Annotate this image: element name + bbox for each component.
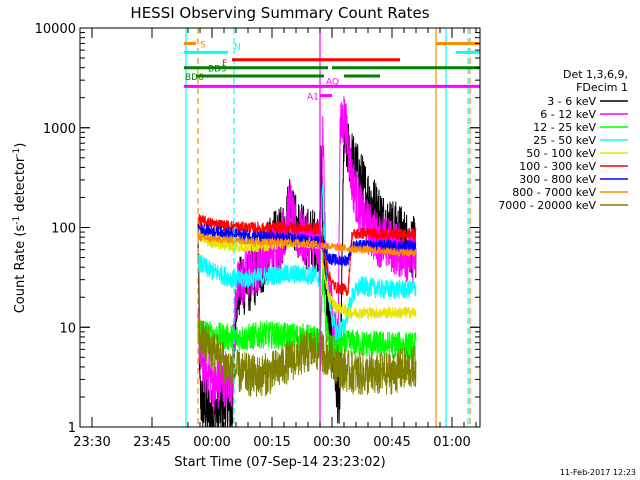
series-6-line — [197, 213, 417, 297]
legend-header-line1: Det 1,3,6,9, — [563, 68, 628, 81]
legend-header-line2: FDecim 1 — [576, 81, 628, 94]
legend-entry-label: 50 - 100 keV — [526, 147, 596, 160]
legend-entry-label: 800 - 7000 keV — [512, 186, 596, 199]
y-tick-label: 1000 — [43, 122, 76, 137]
legend-entry-label: 25 - 50 keV — [533, 134, 596, 147]
chart-title: HESSI Observing Summary Count Rates — [130, 4, 429, 22]
y-axis-label: Count Rate (s-1 detector-1) — [12, 143, 28, 314]
series-9-line — [197, 310, 417, 398]
flag-n-label: N — [234, 42, 241, 52]
legend-entry-label: 12 - 25 keV — [533, 121, 596, 134]
flag-s-label: S — [200, 40, 206, 50]
x-axis-label: Start Time (07-Sep-14 23:23:02) — [174, 455, 385, 470]
x-tick-label: 00:00 — [193, 435, 230, 450]
flag-bd9-label: BD9 — [208, 65, 227, 75]
x-axis: 23:30 23:45 00:00 00:15 00:30 00:45 01:00 — [73, 28, 477, 450]
legend-entry-label: 300 - 800 keV — [519, 173, 596, 186]
series-4-line — [197, 184, 417, 341]
x-tick-label: 01:00 — [433, 435, 470, 450]
flag-f-label: F — [222, 59, 227, 69]
x-tick-label: 23:45 — [133, 435, 170, 450]
flag-a1-label: A1 — [307, 93, 319, 103]
legend-entry-label: 100 - 300 keV — [519, 160, 596, 173]
x-tick-label: 00:15 — [253, 435, 290, 450]
y-tick-label: 10 — [59, 321, 76, 336]
series-3-line — [197, 252, 417, 360]
flag-bd6-label: BD6 — [185, 73, 204, 83]
x-tick-label: 23:30 — [73, 435, 110, 450]
legend-entry-label: 6 - 12 keV — [540, 108, 596, 121]
y-tick-label: 1 — [68, 421, 76, 436]
footer-date: 11-Feb-2017 12:23 — [560, 468, 636, 477]
flag-aq-label: AQ — [326, 77, 339, 87]
y-tick-label: 10000 — [35, 22, 76, 37]
legend-entry-label: 7000 - 20000 keV — [498, 199, 596, 212]
x-tick-label: 00:45 — [373, 435, 410, 450]
y-axis: 1 10 100 1000 10000 — [35, 22, 480, 436]
x-tick-label: 00:30 — [313, 435, 350, 450]
y-tick-label: 100 — [51, 222, 76, 237]
legend-entry-label: 3 - 6 keV — [547, 95, 596, 108]
series-layer — [197, 96, 417, 428]
